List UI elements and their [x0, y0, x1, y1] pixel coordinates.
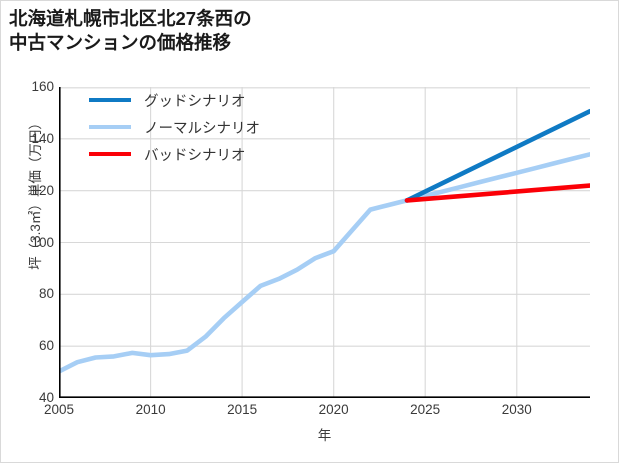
y-tick-label: 140: [31, 130, 54, 146]
legend-label: グッドシナリオ: [144, 93, 246, 110]
page-title: 北海道札幌市北区北27条西の 中古マンションの価格推移: [9, 8, 252, 54]
y-tick-label: 80: [38, 286, 54, 302]
chart-legend: グッドシナリオ ノーマルシナリオ バッドシナリオ: [89, 91, 260, 164]
y-tick-label: 60: [38, 338, 54, 354]
series-line-normal: [59, 152, 590, 374]
x-tick-label: 2010: [135, 402, 166, 417]
x-tick-label: 2015: [227, 402, 258, 417]
legend-swatch-icon: [89, 97, 131, 103]
vertical-gridlines: [59, 87, 518, 398]
plot-area: [59, 87, 590, 398]
y-axis-tick-labels: 40 60 80 100 120 140 160: [1, 79, 54, 405]
x-tick-label: 2020: [318, 402, 349, 417]
x-tick-label: 2005: [43, 402, 75, 417]
y-axis-title: 坪（3.3㎡）単価（万円）: [28, 116, 43, 270]
y-tick-label: 40: [38, 390, 54, 405]
legend-item-good[interactable]: グッドシナリオ: [89, 91, 260, 110]
x-tick-label: 2025: [410, 402, 441, 417]
x-axis-tick-labels: 2005 2010 2015 2020 2025 2030: [44, 402, 590, 424]
legend-label: バッドシナリオ: [144, 147, 246, 164]
series-line-good: [404, 108, 590, 203]
legend-label: ノーマルシナリオ: [144, 120, 260, 137]
x-tick-label: 2030: [501, 402, 532, 417]
legend-item-bad[interactable]: バッドシナリオ: [89, 145, 260, 164]
line-chart-svg: [59, 87, 590, 398]
y-tick-label: 100: [31, 234, 54, 250]
y-tick-label: 160: [31, 79, 54, 94]
y-tick-label: 120: [31, 182, 54, 198]
series-line-bad: [404, 183, 590, 203]
horizontal-gridlines: [59, 87, 590, 398]
legend-swatch-icon: [89, 151, 131, 157]
legend-swatch-icon: [89, 124, 131, 130]
legend-item-normal[interactable]: ノーマルシナリオ: [89, 118, 260, 137]
x-axis-title: 年: [317, 428, 332, 443]
